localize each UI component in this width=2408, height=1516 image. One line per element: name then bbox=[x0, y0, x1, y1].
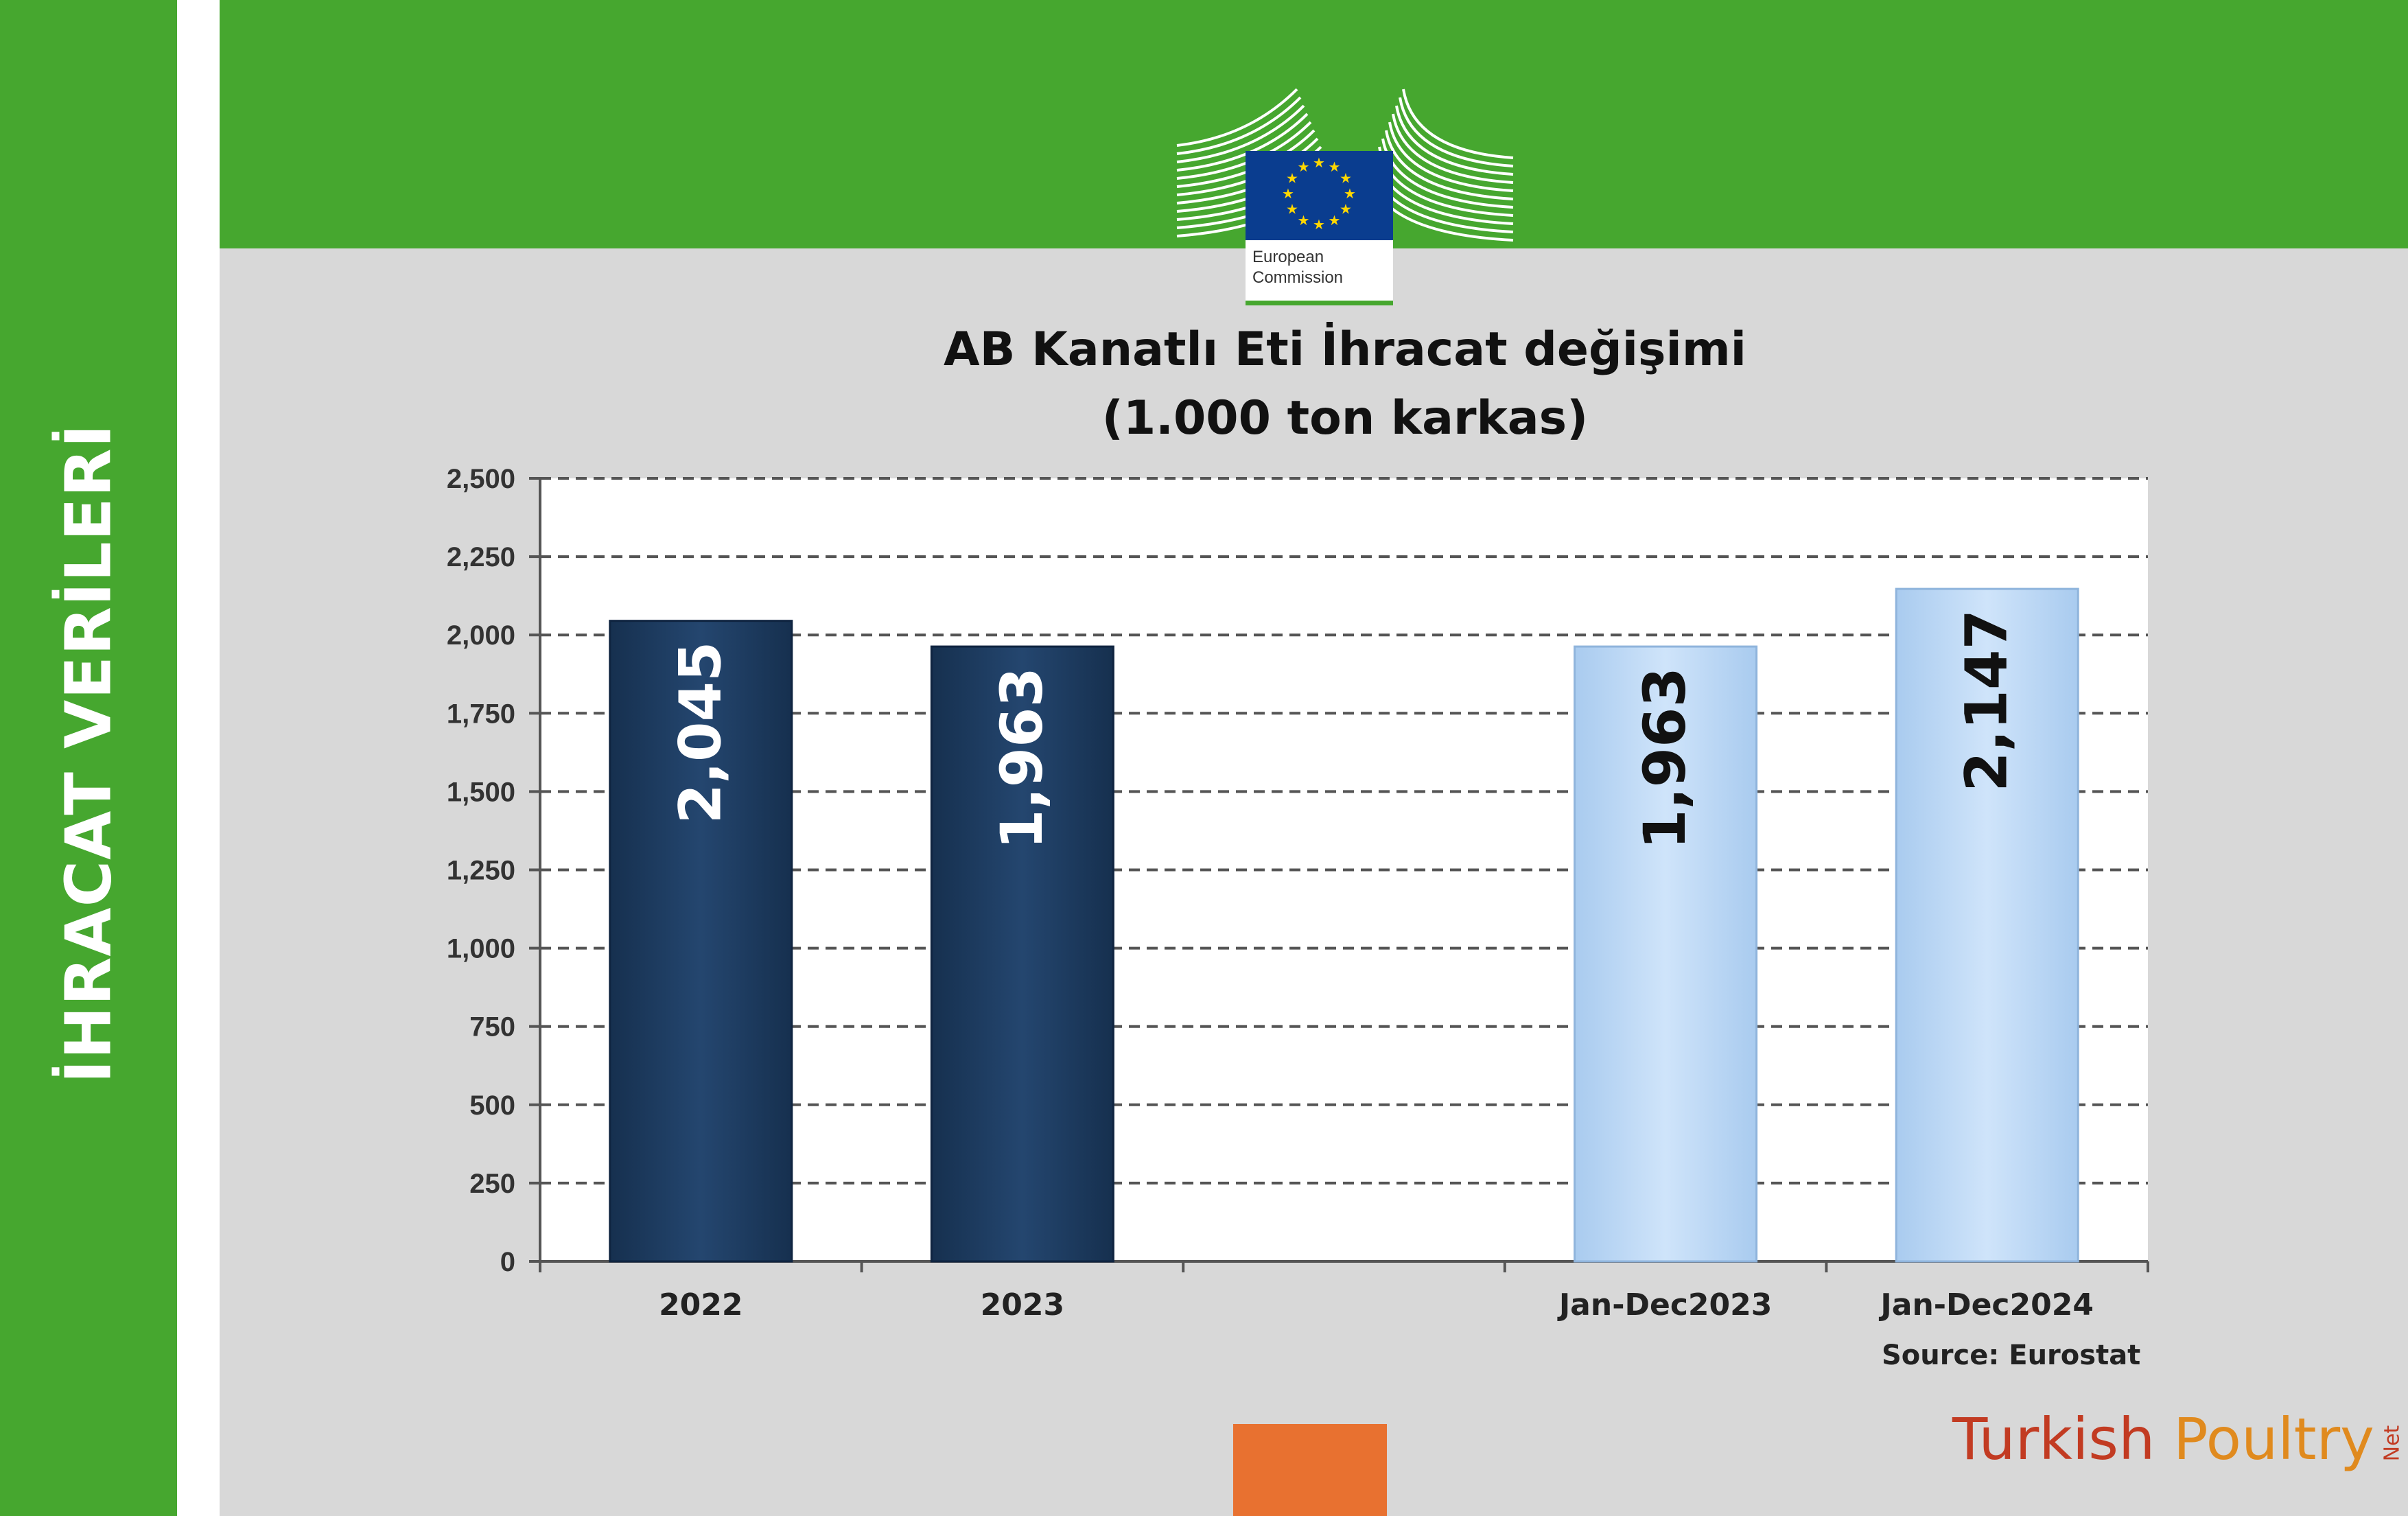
y-tick-label: 1,750 bbox=[447, 699, 515, 729]
x-tick-label: Jan-Dec2023 bbox=[1557, 1287, 1773, 1322]
eu-star-icon: ★ bbox=[1298, 159, 1310, 175]
eu-star-icon: ★ bbox=[1340, 170, 1352, 187]
y-tick-label: 500 bbox=[469, 1091, 515, 1121]
bar-2023 bbox=[930, 645, 1114, 1263]
turkish-poultry-logo: Turkish Poultry Net bbox=[1952, 1406, 2405, 1473]
y-tick-label: 2,500 bbox=[447, 464, 515, 494]
y-tick-label: 1,000 bbox=[447, 934, 515, 964]
x-tick-label: 2022 bbox=[659, 1287, 743, 1322]
eu-star-icon: ★ bbox=[1340, 201, 1352, 218]
svg-text:Commission: Commission bbox=[1252, 268, 1343, 287]
bar-jan-dec2024 bbox=[1895, 587, 2079, 1263]
bar-jan-dec2023 bbox=[1574, 645, 1758, 1263]
sidebar: İHRACAT VERİLERİ bbox=[0, 0, 177, 1516]
eu-star-icon: ★ bbox=[1298, 212, 1310, 229]
divider bbox=[177, 0, 220, 1516]
eu-star-icon: ★ bbox=[1344, 185, 1356, 202]
chart-subtitle: (1.000 ton karkas) bbox=[1101, 391, 1589, 445]
eu-star-icon: ★ bbox=[1313, 154, 1325, 171]
y-tick-label: 2,250 bbox=[447, 542, 515, 572]
data-label: 1,963 bbox=[1631, 667, 1698, 850]
eu-star-icon: ★ bbox=[1286, 201, 1298, 218]
y-tick-label: 0 bbox=[500, 1247, 515, 1277]
source-label: Source: Eurostat bbox=[1882, 1340, 2141, 1371]
y-tick-label: 1,500 bbox=[447, 777, 515, 807]
european-commission-logo: ★ ★★★★★★★★★★★ European Commission bbox=[1176, 88, 1514, 305]
data-label: 2,045 bbox=[666, 642, 734, 824]
eu-star-icon: ★ bbox=[1329, 159, 1341, 175]
y-tick-label: 250 bbox=[469, 1169, 515, 1199]
eu-star-icon: ★ bbox=[1282, 185, 1294, 202]
chart-title: AB Kanatlı Eti İhracat değişimi bbox=[944, 323, 1746, 377]
x-tick-label: Jan-Dec2024 bbox=[1878, 1287, 2094, 1322]
y-tick-label: 1,250 bbox=[447, 856, 515, 886]
x-tick-label: 2023 bbox=[981, 1287, 1064, 1322]
bar-2022 bbox=[609, 620, 793, 1263]
eu-star-icon: ★ bbox=[1313, 216, 1325, 233]
data-label: 1,963 bbox=[988, 667, 1055, 850]
y-tick-label: 750 bbox=[469, 1012, 515, 1042]
eu-star-icon: ★ bbox=[1329, 212, 1341, 229]
eu-star-icon: ★ bbox=[1286, 170, 1298, 187]
y-tick-label: 2,000 bbox=[447, 620, 515, 651]
orange-accent-block bbox=[1233, 1424, 1387, 1516]
svg-text:European: European bbox=[1252, 248, 1324, 266]
data-label: 2,147 bbox=[1953, 609, 2020, 792]
